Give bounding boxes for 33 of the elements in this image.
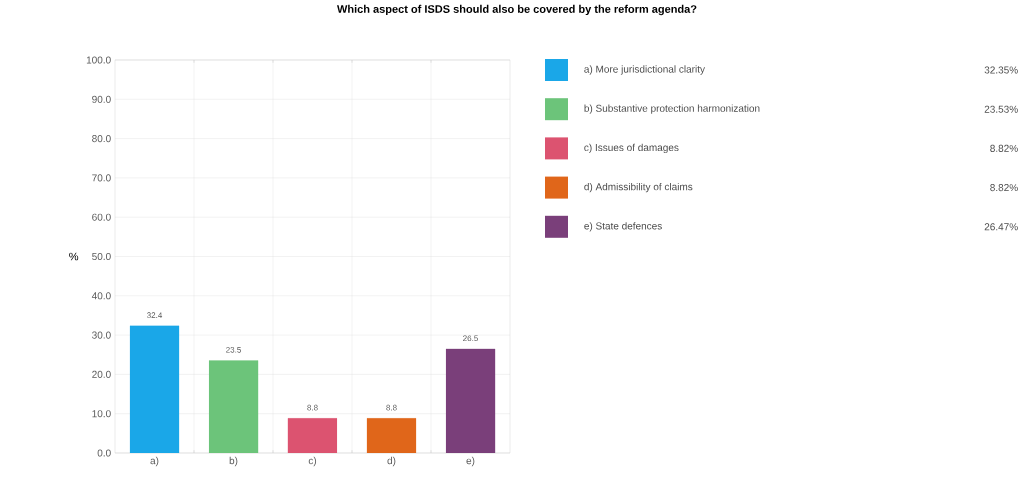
chart-title: Which aspect of ISDS should also be covered by the reform agenda? [337, 4, 697, 16]
y-tick-label: 30.0 [92, 331, 111, 339]
y-tick-label: 10.0 [92, 410, 111, 418]
y-tick-label: 20.0 [92, 370, 111, 378]
y-tick-label: 50.0 [92, 252, 111, 261]
data-label: 26.5 [463, 335, 478, 342]
y-axis-title: % [69, 252, 79, 261]
legend-label: b) Substantive protection harmonization [584, 104, 760, 114]
y-tick-label: 60.0 [92, 213, 111, 221]
y-tick-label: 70.0 [92, 174, 111, 182]
legend-label: d) Admissibility of claims [584, 182, 693, 193]
x-tick-label: c) [308, 456, 317, 467]
y-tick-label: 40.0 [91, 292, 111, 300]
x-tick-label: a) [150, 456, 159, 467]
data-label: 32.4 [147, 312, 163, 318]
y-tick-label: 100.0 [86, 56, 111, 64]
x-tick-label: d) [387, 456, 396, 467]
legend-label: a) More jurisdictional clarity [584, 65, 705, 75]
legend-label: e) State defences [584, 222, 662, 232]
x-tick-label: b) [229, 456, 238, 467]
data-label: 8.8 [386, 404, 397, 411]
x-tick-label: e) [466, 456, 475, 467]
text: 32.35% [984, 66, 1018, 74]
data-label: 8.8 [307, 404, 318, 411]
y-tick-label: 0.0 [97, 449, 111, 457]
text: 26.47% [984, 223, 1018, 231]
y-tick-label: 90.0 [92, 95, 111, 103]
text: 23.53% [984, 105, 1018, 113]
y-tick-label: 80.0 [92, 135, 111, 143]
text: 8.82% [990, 144, 1018, 152]
data-label: 23.5 [226, 346, 241, 353]
legend-label: c) Issues of damages [584, 143, 679, 154]
text: 8.82% [990, 184, 1018, 192]
